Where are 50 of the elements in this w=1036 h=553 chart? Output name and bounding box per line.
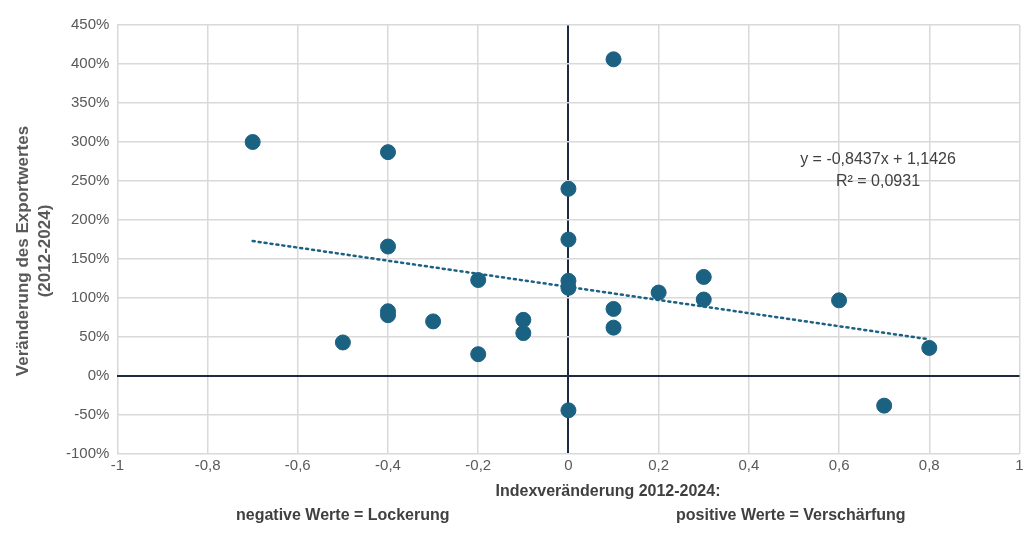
point	[695, 268, 712, 285]
x-tick-label: -0,8	[194, 456, 221, 474]
x-tick-label: -0,2	[465, 456, 492, 474]
point	[605, 319, 622, 336]
x-tick-label: 0,6	[828, 456, 850, 474]
point	[334, 334, 351, 351]
y-tick-label: 250%	[70, 171, 110, 189]
y-tick-label: 150%	[70, 249, 110, 267]
point	[831, 292, 848, 309]
point	[605, 51, 622, 68]
point	[380, 144, 396, 161]
x-tick-label: -0,4	[375, 456, 401, 474]
point	[560, 180, 577, 197]
point	[876, 397, 893, 414]
y-tick-label: -100%	[66, 444, 110, 462]
y-tick-label: 50%	[79, 327, 110, 345]
y-tick-label: 100%	[70, 288, 110, 306]
point	[425, 313, 442, 330]
y-tick-label: 450%	[70, 15, 110, 33]
y-tick-label: 0%	[87, 366, 110, 384]
y-tick-label: 350%	[70, 93, 110, 111]
point	[695, 291, 712, 308]
y-tick-label: 200%	[70, 210, 110, 228]
point	[605, 300, 622, 317]
point	[560, 402, 577, 419]
point	[244, 134, 261, 150]
text: positive Werte = Verschärfung	[676, 506, 906, 524]
y-tick-label: -50%	[74, 405, 110, 423]
point	[380, 238, 396, 255]
x-axis-title: Indexveränderung 2012-2024:	[494, 482, 722, 500]
point	[470, 272, 487, 289]
point	[515, 311, 532, 328]
y-axis-title: Veränderung des Exportwertes (2012-2024)	[12, 124, 55, 379]
x-tick-label: 0,8	[918, 456, 940, 474]
point	[650, 284, 667, 301]
point	[560, 231, 577, 248]
annotation: R² = 0,0931	[834, 171, 922, 191]
x-tick-label: 0	[564, 456, 573, 474]
text: negative Werte = Lockerung	[236, 506, 450, 524]
annotation: y = -0,8437x + 1,1426	[799, 149, 957, 169]
x-tick-label: 0,2	[648, 456, 670, 474]
point	[515, 325, 532, 342]
y-tick-label: 400%	[70, 54, 110, 72]
x-tick-label: -0,6	[284, 456, 311, 474]
point	[470, 346, 487, 363]
x-tick-label: -1	[110, 456, 125, 474]
x-tick-label: 1	[1015, 456, 1024, 474]
x-tick-label: 0,4	[738, 456, 760, 474]
point	[921, 339, 938, 356]
y-tick-label: 300%	[70, 132, 110, 150]
